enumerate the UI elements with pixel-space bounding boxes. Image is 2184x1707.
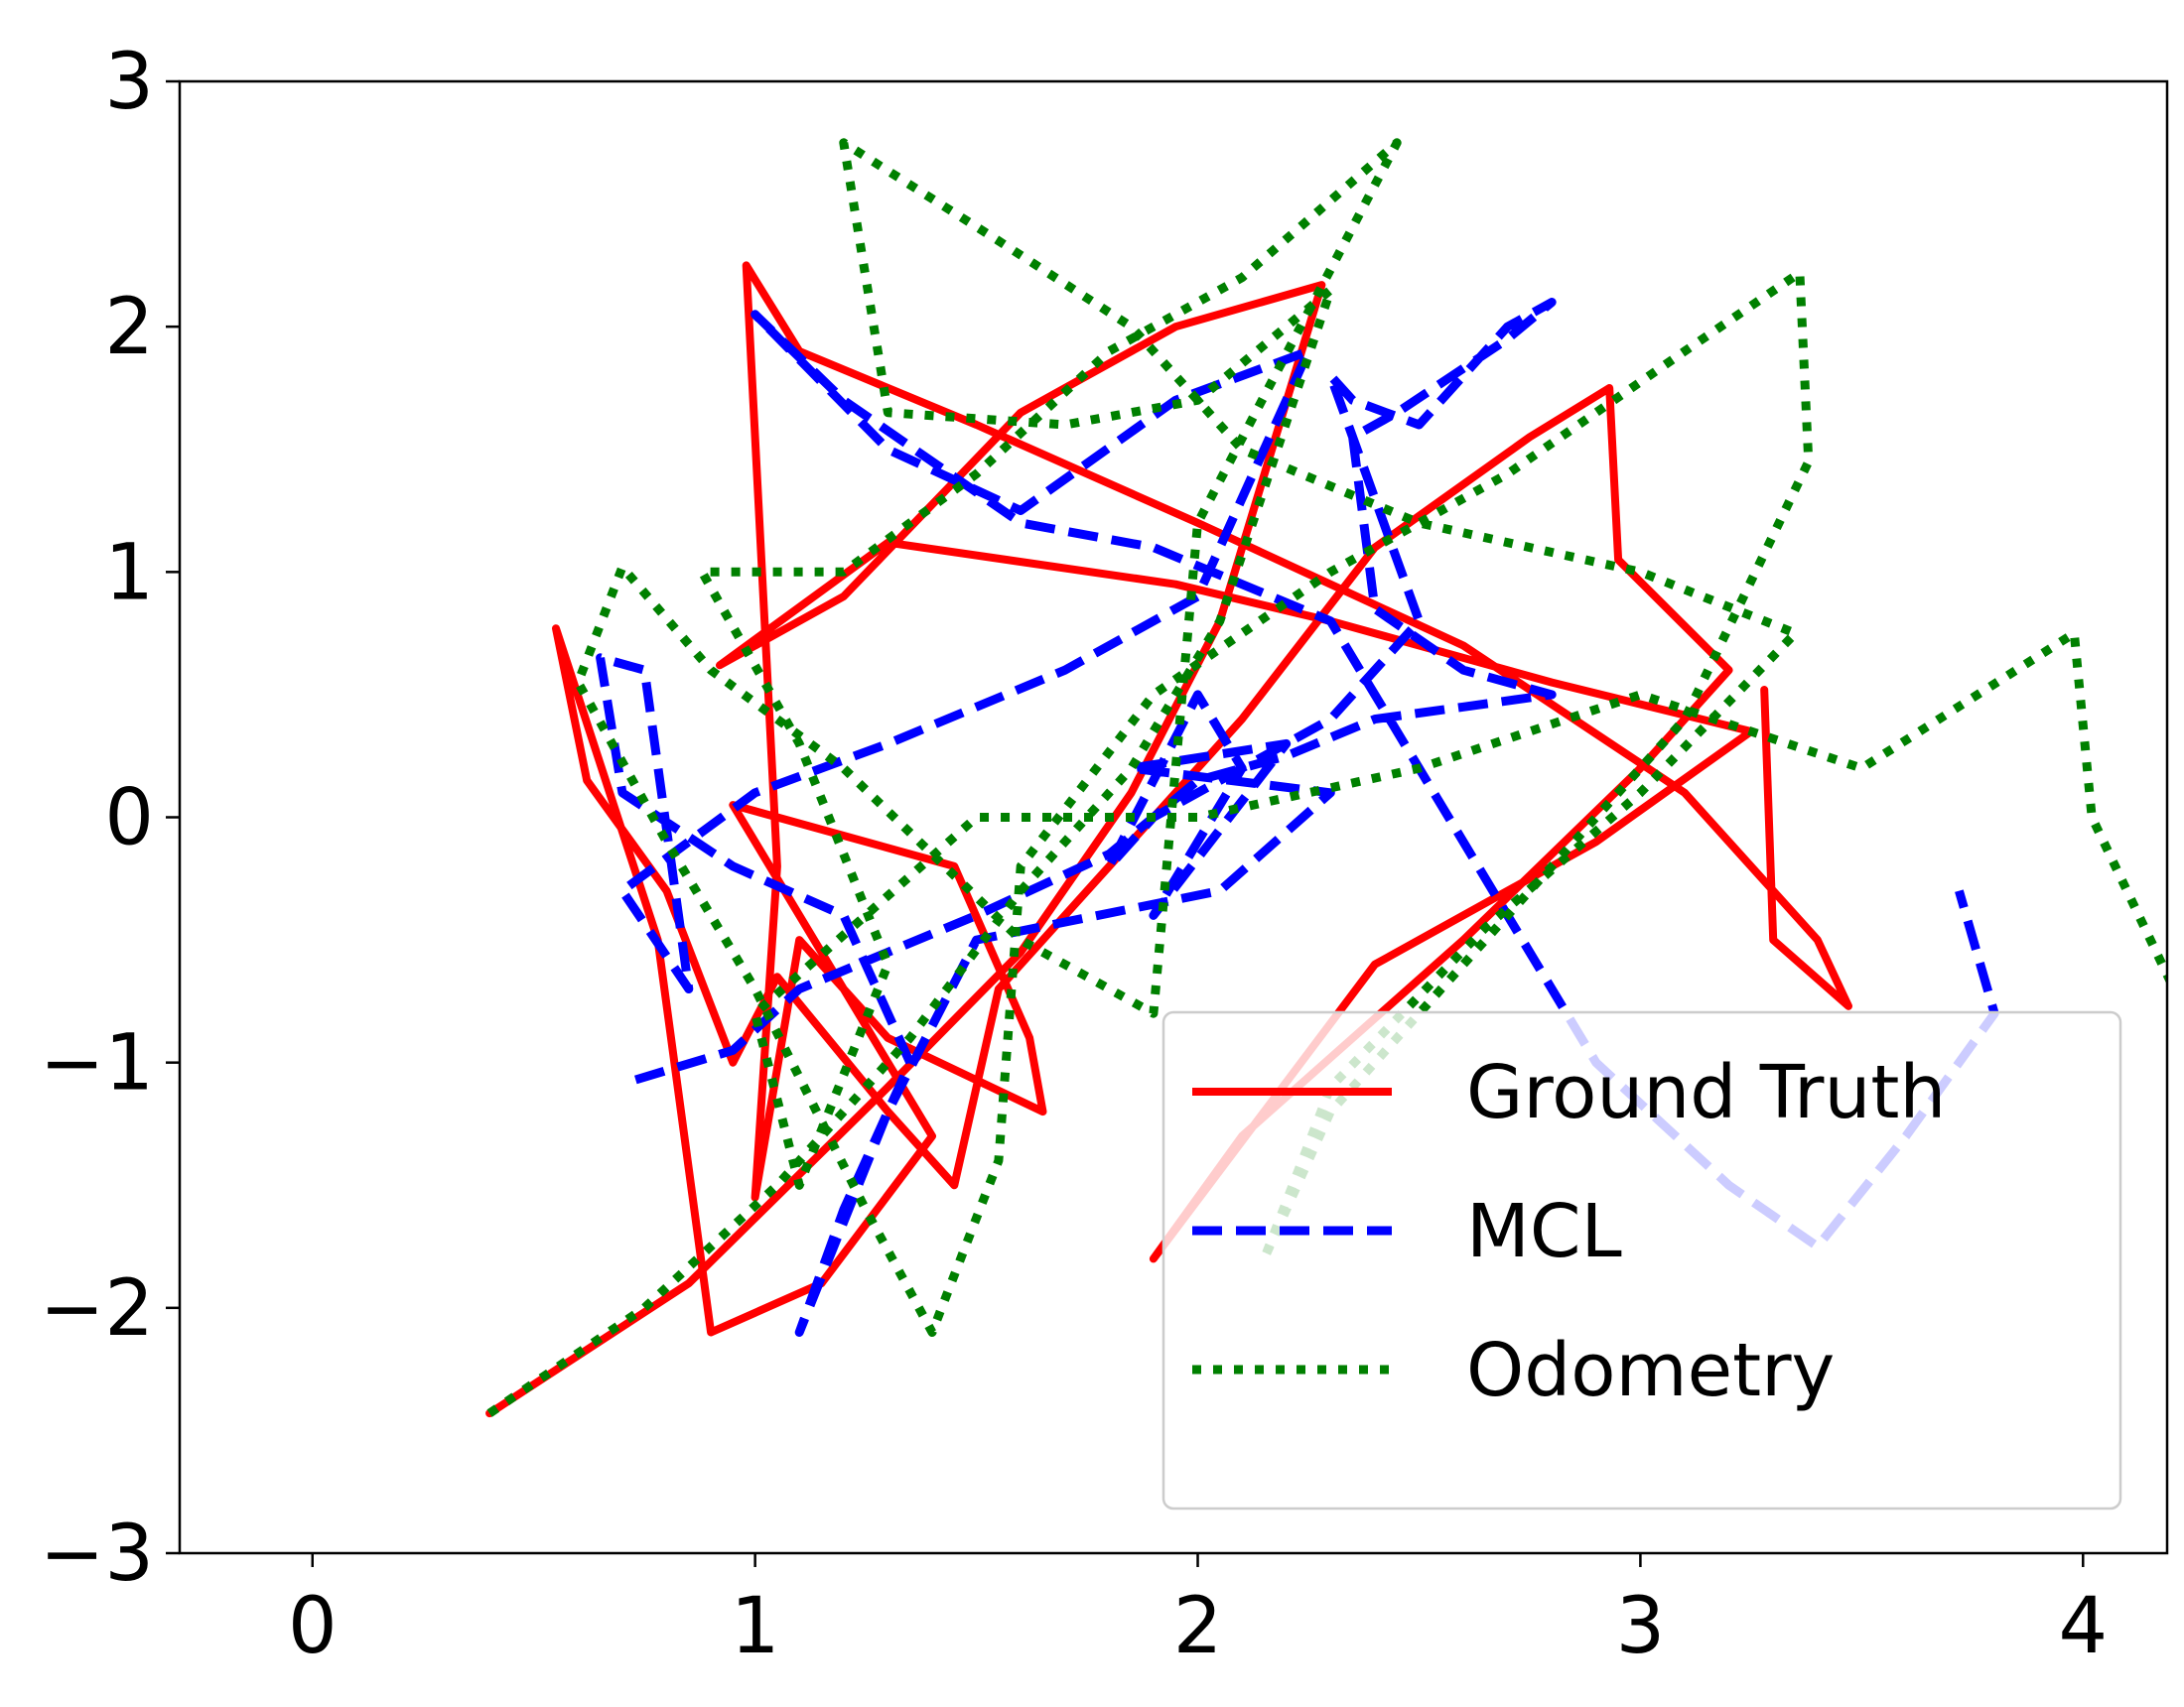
- y-tick-label: 3: [104, 38, 154, 127]
- legend-box: [1161, 1010, 2122, 1510]
- series-line: [486, 138, 2167, 1417]
- y-tick-label: 1: [104, 528, 154, 617]
- y-tick-label: −3: [40, 1510, 154, 1599]
- y-tick-label: 2: [104, 283, 154, 372]
- x-tick-label: 4: [2058, 1582, 2108, 1671]
- legend-label: Ground Truth: [1466, 1050, 1946, 1135]
- x-tick-label: 1: [731, 1582, 780, 1671]
- x-tick-label: 3: [1616, 1582, 1666, 1671]
- x-tick-label: 2: [1173, 1582, 1223, 1671]
- x-tick-label: 0: [288, 1582, 338, 1671]
- legend-label: Odometry: [1466, 1328, 1835, 1413]
- y-tick-label: −1: [40, 1019, 154, 1109]
- y-tick-label: −2: [40, 1264, 154, 1354]
- series-line: [485, 261, 1852, 1418]
- series-line: [596, 298, 1999, 1337]
- plot-area: [485, 138, 2167, 1418]
- y-tick-label: 0: [104, 774, 154, 863]
- legend-label: MCL: [1466, 1189, 1622, 1274]
- legend: Ground Truth MCL Odometry: [1161, 1010, 2122, 1510]
